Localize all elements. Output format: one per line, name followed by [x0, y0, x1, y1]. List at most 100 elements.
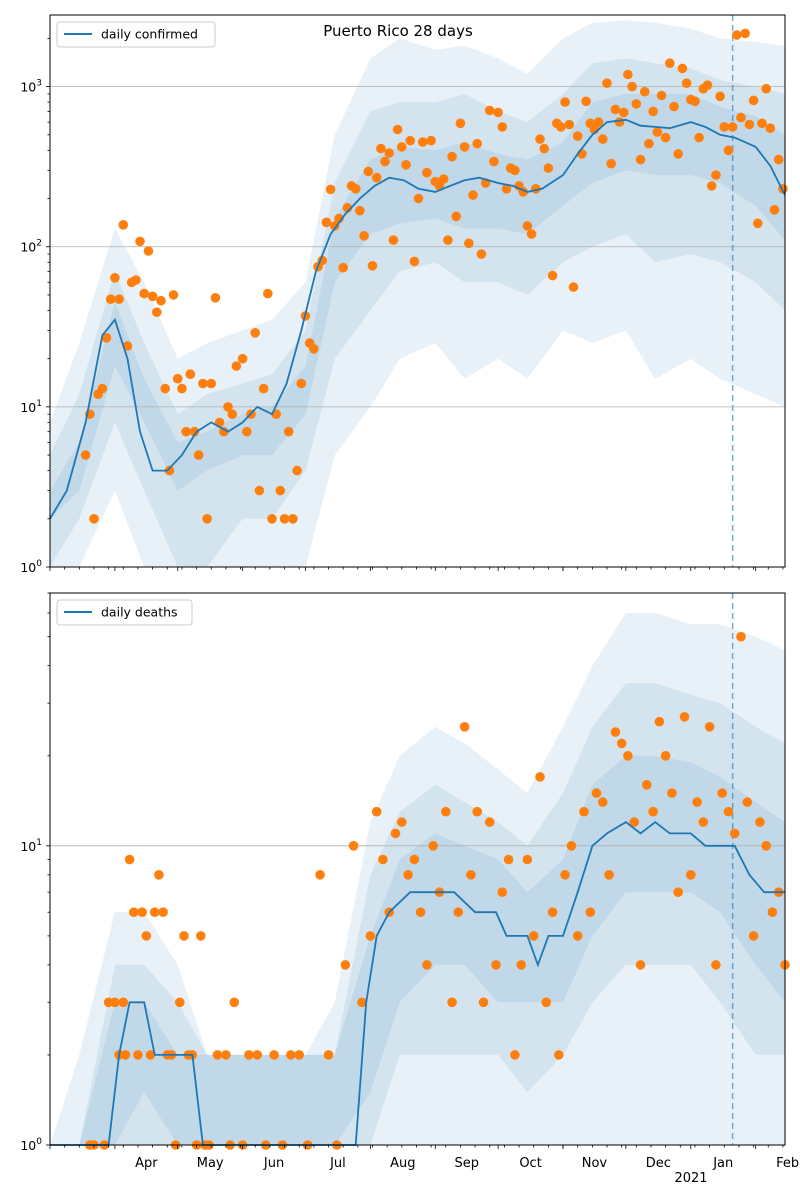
data-point: [422, 167, 432, 178]
data-point: [503, 854, 514, 865]
data-point: [723, 806, 734, 817]
data-point: [154, 870, 164, 880]
data-point: [767, 907, 778, 917]
data-point: [572, 931, 583, 941]
data-point: [137, 907, 147, 917]
data-point: [315, 870, 325, 880]
bottom-axes-frame: [49, 592, 786, 1146]
data-point: [378, 854, 388, 865]
data-point: [357, 997, 367, 1008]
data-point: [348, 841, 359, 851]
data-point: [556, 122, 566, 132]
data-point: [727, 122, 738, 132]
data-point: [426, 135, 436, 146]
y-tick-label: 102: [20, 239, 42, 255]
data-point: [367, 261, 378, 271]
data-point: [489, 156, 499, 167]
x-tick-label: Nov: [582, 1156, 608, 1171]
data-point: [124, 854, 135, 865]
data-point: [468, 190, 478, 200]
data-point: [110, 273, 120, 283]
data-point: [172, 373, 183, 384]
data-point: [210, 293, 221, 303]
data-point: [229, 997, 240, 1008]
x-tick-label: Jan: [712, 1156, 733, 1171]
data-point: [441, 806, 451, 817]
data-point: [417, 137, 428, 147]
data-point: [397, 142, 407, 152]
data-point: [510, 165, 520, 176]
data-point: [476, 249, 487, 259]
data-point: [292, 465, 302, 476]
uncertainty-band-1: [50, 613, 785, 1145]
data-point: [340, 960, 351, 970]
data-point: [269, 1050, 279, 1060]
data-point: [472, 806, 483, 817]
data-point: [185, 369, 196, 380]
data-point: [177, 383, 187, 394]
data-point: [704, 722, 715, 732]
data-point: [145, 1050, 156, 1060]
bottom-panel: 100 101 Apr May Jun Jul Aug Sep Oct Nov Dec Jan Feb…: [20, 592, 799, 1171]
data-point: [656, 90, 667, 101]
data-point: [323, 1050, 334, 1060]
data-point: [451, 211, 462, 222]
data-point: [623, 751, 633, 761]
data-point: [168, 290, 179, 300]
data-point: [566, 841, 577, 851]
data-point: [129, 907, 139, 917]
data-point: [692, 797, 702, 807]
data-point: [283, 426, 294, 437]
data-point: [250, 328, 260, 338]
bottom-legend-label: daily deaths: [101, 605, 178, 620]
data-point: [350, 184, 361, 194]
top-x-axis: [49, 567, 784, 571]
data-point: [497, 122, 508, 132]
data-point: [516, 960, 526, 970]
data-point: [296, 378, 307, 389]
data-point: [602, 78, 612, 88]
data-point: [97, 383, 108, 394]
data-point: [631, 99, 642, 109]
top-gridlines: [50, 86, 785, 408]
data-point: [428, 841, 439, 851]
data-point: [89, 514, 99, 524]
data-point: [648, 806, 658, 817]
data-point: [604, 870, 614, 880]
data-point: [397, 817, 407, 827]
data-point: [669, 101, 679, 112]
data-point: [160, 383, 170, 394]
data-point: [723, 145, 734, 156]
top-legend-label: daily confirmed: [101, 27, 198, 42]
data-point: [744, 119, 755, 130]
data-point: [528, 931, 539, 941]
data-point: [497, 887, 508, 897]
data-point: [769, 205, 780, 215]
data-point: [484, 105, 495, 116]
data-point: [761, 841, 771, 851]
data-point: [415, 907, 426, 917]
data-point: [677, 63, 688, 74]
bottom-x-axis: Apr May Jun Jul Aug Sep Oct Nov Dec Jan Feb: [49, 1145, 799, 1171]
data-point: [543, 163, 554, 173]
data-point: [221, 1050, 231, 1060]
data-point: [110, 997, 120, 1008]
data-point: [376, 143, 386, 154]
data-point: [667, 788, 677, 798]
data-point: [501, 184, 512, 194]
data-point: [294, 1050, 305, 1060]
data-point: [472, 138, 483, 149]
bottom-trend-line: [50, 820, 785, 1146]
data-point: [179, 931, 189, 941]
data-point: [156, 295, 166, 306]
data-point: [325, 184, 336, 195]
data-point: [118, 220, 129, 230]
data-point: [380, 156, 390, 167]
data-point: [133, 1050, 143, 1060]
data-point: [522, 854, 533, 865]
data-point: [453, 907, 464, 917]
uncertainty-band-1: [50, 20, 785, 567]
data-point: [673, 149, 683, 159]
data-point: [365, 931, 376, 941]
data-point: [252, 1050, 263, 1060]
